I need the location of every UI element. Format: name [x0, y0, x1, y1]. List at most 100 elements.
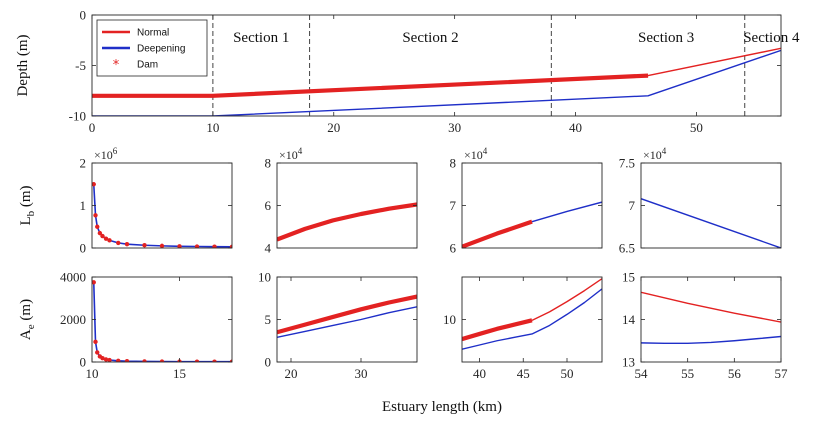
normal-series-line [531, 278, 602, 321]
y-tick-label: 4000 [60, 270, 86, 285]
panel-lb2: 4 6 8 ×104 [265, 146, 418, 256]
x-tick-label: 0 [89, 120, 96, 135]
axis-frame [91, 162, 233, 249]
axis-frame [461, 276, 603, 363]
dam-marker-point [116, 358, 121, 362]
axis-exponent-label: ×104 [279, 146, 303, 162]
normal-series-line [462, 318, 533, 342]
section-label: Section 3 [638, 30, 694, 46]
x-tick-label: 45 [517, 366, 530, 381]
dam-marker-point [97, 230, 103, 236]
dam-marker-point [229, 244, 232, 248]
normal-series-line [462, 219, 533, 248]
x-tick-label: 56 [728, 366, 742, 381]
panel-lb4: 6.5 7 7.5 ×104 [619, 146, 782, 256]
axis-exponent-label: ×104 [464, 146, 488, 162]
y-tick-label: 1 [80, 198, 87, 213]
dam-marker-point [212, 359, 217, 362]
axis-frame [276, 162, 418, 249]
x-tick-label: 15 [173, 366, 186, 381]
dam-series-line [92, 73, 649, 98]
dam-marker-point [100, 355, 105, 361]
dam-marker-point [93, 213, 98, 218]
series-group [92, 280, 232, 362]
normal-series-line [641, 291, 781, 323]
series-group [277, 202, 417, 242]
normal-series-line [277, 294, 417, 335]
normal-series-line [277, 202, 417, 242]
y-tick-label: 7 [450, 198, 457, 213]
dam-marker-point [95, 350, 100, 355]
dam-star-icon: * [113, 58, 120, 73]
dam-marker-point [177, 244, 182, 248]
y-tick-label: 15 [622, 270, 635, 285]
normal-curve-line [92, 184, 232, 248]
dam-marker-point [194, 359, 200, 362]
normal-curve-line [92, 282, 232, 362]
dam-marker-point [229, 359, 232, 362]
dam-marker-point [103, 357, 109, 362]
y-tick-label: 0 [80, 8, 87, 23]
depth-y-axis-label: Depth (m) [15, 34, 31, 96]
legend-entry-normal: Normal [137, 28, 169, 39]
x-tick-label: 50 [690, 120, 703, 135]
axis-frame [461, 162, 603, 249]
dam-marker-point [107, 357, 112, 362]
y-tick-label: 0 [80, 241, 87, 256]
y-tick-label: 0 [265, 355, 272, 370]
x-tick-label: 55 [681, 366, 694, 381]
x-tick-label: 20 [285, 366, 298, 381]
y-tick-label: 2000 [60, 312, 86, 327]
deepening-series-line [531, 201, 602, 223]
series-group [462, 278, 602, 350]
legend-entry-dam: Dam [137, 60, 158, 71]
dam-marker-point [124, 358, 130, 362]
y-tick-label: 10 [258, 270, 271, 285]
axis-frame [276, 276, 418, 363]
panel-lb1: 0 1 2 ×106 Lb (m) [18, 146, 233, 256]
x-tick-label: 20 [327, 120, 340, 135]
x-tick-label: 50 [561, 366, 574, 381]
x-tick-label: 10 [86, 366, 99, 381]
dam-marker-point [194, 244, 200, 248]
x-tick-label: 30 [448, 120, 461, 135]
dam-marker-point [142, 359, 147, 362]
y-tick-label: 6 [450, 241, 457, 256]
dam-marker-point [212, 244, 217, 248]
dam-marker-point [103, 236, 109, 241]
series-group [641, 291, 781, 344]
panel-ae1: 10 15 0 2000 4000 Ae (m) [18, 270, 233, 381]
deepening-series-line [462, 288, 602, 350]
dam-marker-point [95, 224, 100, 229]
series-group [92, 47, 781, 116]
dam-marker-point [116, 240, 121, 246]
series-group [462, 201, 602, 248]
y-tick-label: 7.5 [619, 156, 635, 171]
y-tick-label: 8 [265, 156, 272, 171]
legend: Normal Deepening * Dam [96, 19, 208, 77]
x-tick-label: 40 [473, 366, 486, 381]
x-tick-label: 54 [635, 366, 649, 381]
dam-marker-point [93, 339, 98, 345]
y-tick-label: 0 [80, 355, 87, 370]
dam-marker-point [92, 280, 96, 285]
deepening-series-line [277, 306, 417, 339]
dam-marker-point [124, 241, 130, 247]
series-group [641, 198, 781, 248]
panel-depth: 0 10 20 30 40 50 -10 -5 0 Depth (m) Section 1 Secti… [15, 8, 800, 136]
y-tick-label: 14 [622, 312, 636, 327]
panel-ae4: 54 55 56 57 13 14 15 [622, 270, 788, 382]
y-tick-label: 4 [265, 241, 272, 256]
series-group [92, 182, 232, 248]
y-tick-label: 6.5 [619, 241, 635, 256]
y-tick-label: 2 [80, 156, 87, 171]
x-tick-label: 30 [355, 366, 368, 381]
x-axis-label: Estuary length (km) [382, 399, 502, 415]
y-tick-label: 6 [265, 198, 272, 213]
series-group [277, 294, 417, 339]
y-tick-label: 7 [629, 198, 636, 213]
y-tick-label: -10 [69, 109, 86, 124]
panel-ae3: 40 45 50 10 [443, 276, 603, 381]
